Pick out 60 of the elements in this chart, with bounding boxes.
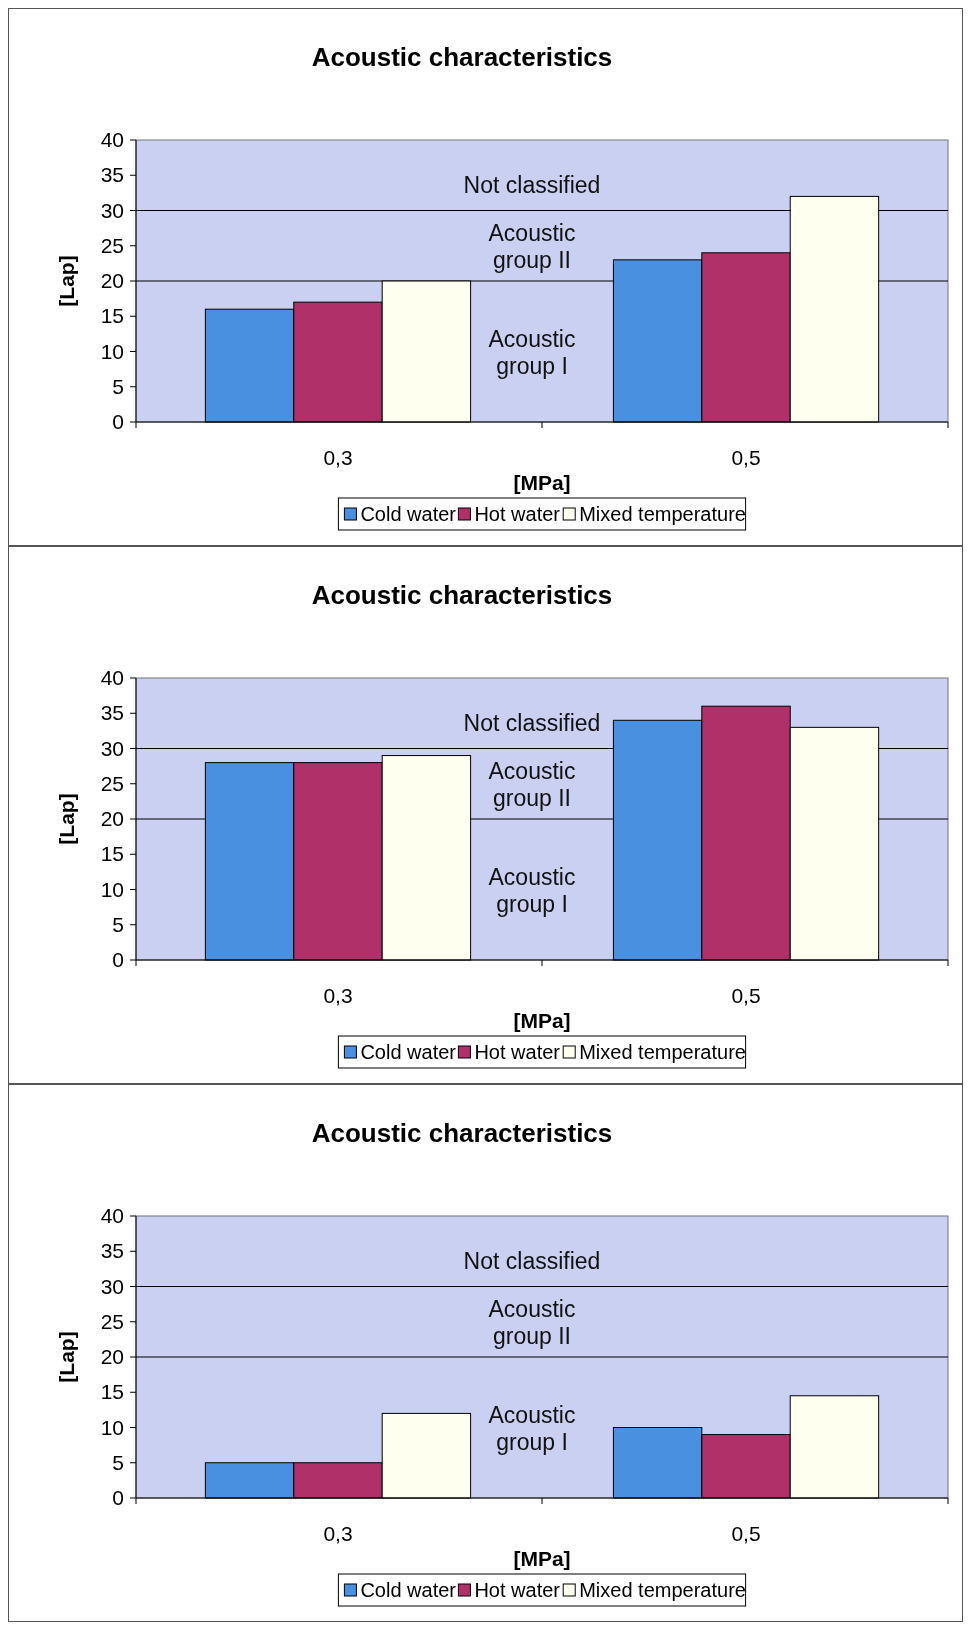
y-tick-label: 15 bbox=[100, 1380, 124, 1404]
y-tick-label: 15 bbox=[100, 304, 124, 328]
annotation: Acoustic group II bbox=[488, 757, 576, 811]
y-axis-title: [Lap] bbox=[55, 1331, 78, 1383]
legend-label: Mixed temperature bbox=[579, 1579, 746, 1601]
x-tick-label: 0,3 bbox=[323, 446, 353, 469]
y-tick-label: 0 bbox=[112, 410, 124, 433]
annotation: Acoustic group II bbox=[488, 219, 576, 273]
annotation: Acoustic group II bbox=[488, 1295, 576, 1349]
y-tick-label: 30 bbox=[100, 1274, 124, 1298]
y-tick-label: 25 bbox=[100, 1309, 124, 1333]
y-tick-label: 25 bbox=[100, 771, 124, 795]
x-tick-label: 0,5 bbox=[731, 984, 761, 1007]
y-tick-label: 5 bbox=[112, 912, 124, 936]
x-axis-title: [MPa] bbox=[513, 471, 571, 494]
y-tick-label: 35 bbox=[100, 163, 124, 187]
x-tick-label: 0,3 bbox=[323, 984, 353, 1007]
legend-label: Hot water bbox=[474, 503, 561, 525]
legend-label: Hot water bbox=[474, 1579, 561, 1601]
y-tick-label: 0 bbox=[112, 1486, 124, 1509]
y-tick-label: 5 bbox=[112, 374, 124, 398]
legend-label: Cold water bbox=[360, 1579, 457, 1601]
y-tick-label: 20 bbox=[100, 269, 124, 292]
legend-label: Mixed temperature bbox=[579, 1041, 746, 1063]
annotation: Acoustic group I bbox=[488, 1401, 576, 1455]
y-tick-label: 5 bbox=[112, 1450, 124, 1474]
y-axis-title: [Lap] bbox=[55, 255, 78, 307]
y-tick-label: 35 bbox=[100, 701, 124, 725]
y-tick-label: 30 bbox=[100, 736, 124, 760]
y-tick-label: 15 bbox=[100, 842, 124, 866]
y-tick-label: 10 bbox=[100, 1415, 124, 1439]
y-tick-label: 0 bbox=[112, 948, 124, 971]
y-tick-label: 25 bbox=[100, 233, 124, 257]
legend-label: Mixed temperature bbox=[579, 503, 746, 525]
x-tick-label: 0,5 bbox=[731, 446, 761, 469]
annotation: Not classified bbox=[463, 710, 601, 737]
y-tick-label: 10 bbox=[100, 877, 124, 901]
legend-label: Cold water bbox=[360, 503, 457, 525]
chart-title: Acoustic characteristics bbox=[311, 1118, 613, 1148]
annotation: Not classified bbox=[463, 1248, 601, 1275]
x-axis-title: [MPa] bbox=[513, 1009, 571, 1032]
chart-title: Acoustic characteristics bbox=[311, 580, 613, 610]
y-tick-label: 40 bbox=[100, 1204, 124, 1227]
annotation: Acoustic group I bbox=[488, 325, 576, 379]
y-tick-label: 20 bbox=[100, 807, 124, 830]
y-axis-title: [Lap] bbox=[55, 793, 78, 845]
annotation: Not classified bbox=[463, 172, 601, 199]
y-tick-label: 35 bbox=[100, 1239, 124, 1263]
y-tick-label: 40 bbox=[100, 666, 124, 689]
y-tick-label: 20 bbox=[100, 1345, 124, 1368]
x-axis-title: [MPa] bbox=[513, 1547, 571, 1570]
y-tick-label: 40 bbox=[100, 128, 124, 151]
chart-title: Acoustic characteristics bbox=[311, 42, 613, 72]
legend-label: Cold water bbox=[360, 1041, 457, 1063]
y-tick-label: 30 bbox=[100, 198, 124, 222]
annotation: Acoustic group I bbox=[488, 863, 576, 917]
x-tick-label: 0,5 bbox=[731, 1522, 761, 1545]
legend-label: Hot water bbox=[474, 1041, 561, 1063]
x-tick-label: 0,3 bbox=[323, 1522, 353, 1545]
y-tick-label: 10 bbox=[100, 339, 124, 363]
